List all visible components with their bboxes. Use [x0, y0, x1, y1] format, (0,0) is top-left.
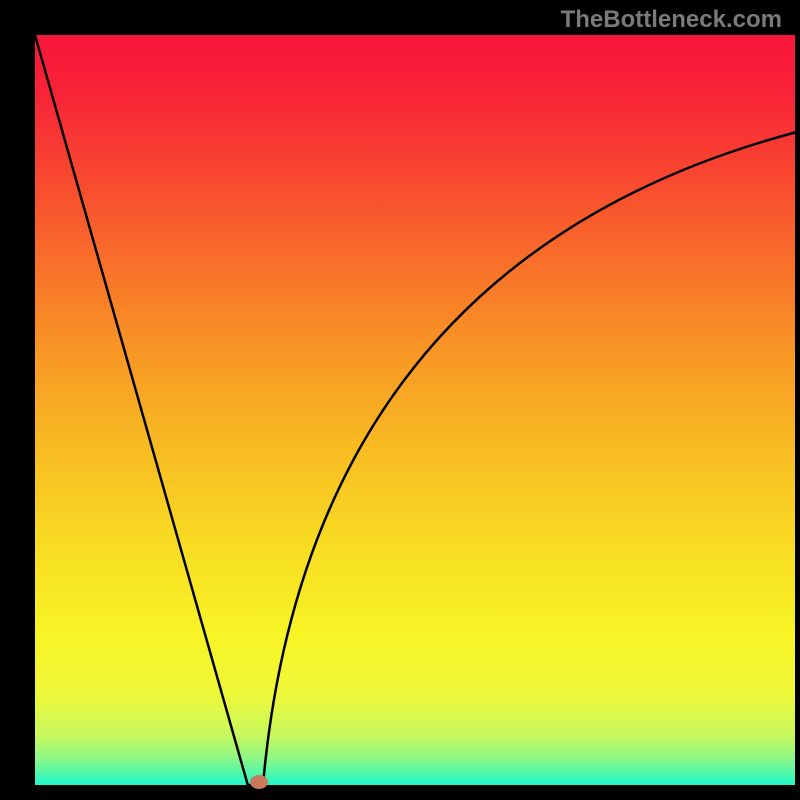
bottleneck-curve [35, 35, 795, 785]
watermark-text: TheBottleneck.com [561, 6, 782, 34]
plot-area [35, 35, 795, 785]
optimal-point-marker [250, 775, 268, 789]
chart-container: TheBottleneck.com [0, 0, 800, 800]
